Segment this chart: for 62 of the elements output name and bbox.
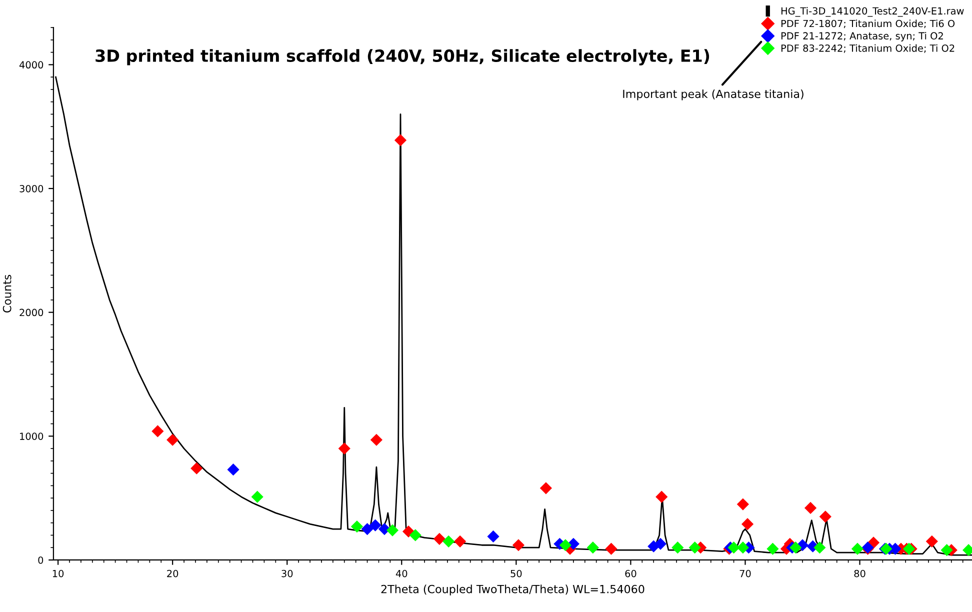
- point: [728, 542, 740, 554]
- point: [402, 525, 415, 538]
- point: [672, 542, 684, 554]
- y-tick-label: 1000: [20, 432, 44, 440]
- text: 3D printed titanium scaffold (240V, 50Hz, Silicate electrolyte, E1): [96, 49, 710, 66]
- point: [512, 539, 525, 552]
- point: [654, 538, 667, 550]
- point: [370, 434, 382, 446]
- point: [350, 520, 364, 533]
- point: [851, 542, 864, 555]
- point: [790, 542, 802, 554]
- point: [656, 490, 668, 503]
- point: [567, 538, 580, 550]
- point: [409, 529, 422, 542]
- point: [454, 535, 466, 548]
- annotation: Important peak (Anatase titania): [623, 89, 804, 100]
- y-tick-label: 4000: [19, 61, 44, 69]
- point: [819, 510, 832, 523]
- point: [540, 482, 552, 494]
- x-tick-label: 40: [396, 570, 408, 578]
- point: [227, 464, 240, 476]
- point: [251, 490, 264, 503]
- y-tick-label: 3000: [20, 184, 44, 192]
- y-tick-label: 2000: [20, 308, 44, 316]
- x-tick-label: 60: [625, 570, 636, 578]
- legend-label: PDF 21-1272; Anatase, syn; Ti O2: [781, 32, 943, 42]
- point: [166, 434, 179, 446]
- x-tick-label: 20: [167, 570, 178, 578]
- point: [736, 498, 749, 510]
- legend-label: PDF 72-1807; Titanium Oxide; Ti6 O: [781, 20, 955, 28]
- point: [386, 524, 399, 536]
- x-tick-label: 70: [740, 570, 751, 578]
- point: [605, 542, 618, 555]
- point: [394, 134, 407, 146]
- x-tick-label: 50: [510, 570, 522, 578]
- legend-label: PDF 83-2242; Titanium Oxide; Ti O2: [781, 44, 954, 53]
- y-tick-label: 0: [38, 556, 44, 564]
- point: [688, 542, 701, 554]
- x-tick-label: 10: [52, 570, 64, 578]
- y-axis-title: Counts: [2, 274, 12, 313]
- x-tick-label: 30: [282, 570, 293, 578]
- point: [487, 530, 500, 543]
- point: [902, 542, 916, 555]
- point: [586, 542, 599, 554]
- point: [814, 542, 826, 554]
- point: [940, 544, 953, 556]
- point: [442, 535, 455, 548]
- point: [369, 519, 382, 532]
- point: [804, 502, 817, 514]
- legend-label: HG_Ti-3D_141020_Test2_240V-E1.raw: [781, 7, 964, 17]
- point: [766, 542, 779, 555]
- x-tick-label: 80: [854, 570, 866, 578]
- point: [741, 518, 754, 530]
- x-axis-title: 2Theta (Coupled TwoTheta/Theta) WL=1.54060: [381, 584, 644, 596]
- point: [736, 542, 749, 554]
- point: [361, 522, 374, 536]
- point: [190, 462, 203, 474]
- point: [559, 539, 572, 552]
- point: [926, 535, 938, 548]
- point: [338, 442, 350, 455]
- point: [152, 425, 164, 438]
- point: [433, 532, 446, 545]
